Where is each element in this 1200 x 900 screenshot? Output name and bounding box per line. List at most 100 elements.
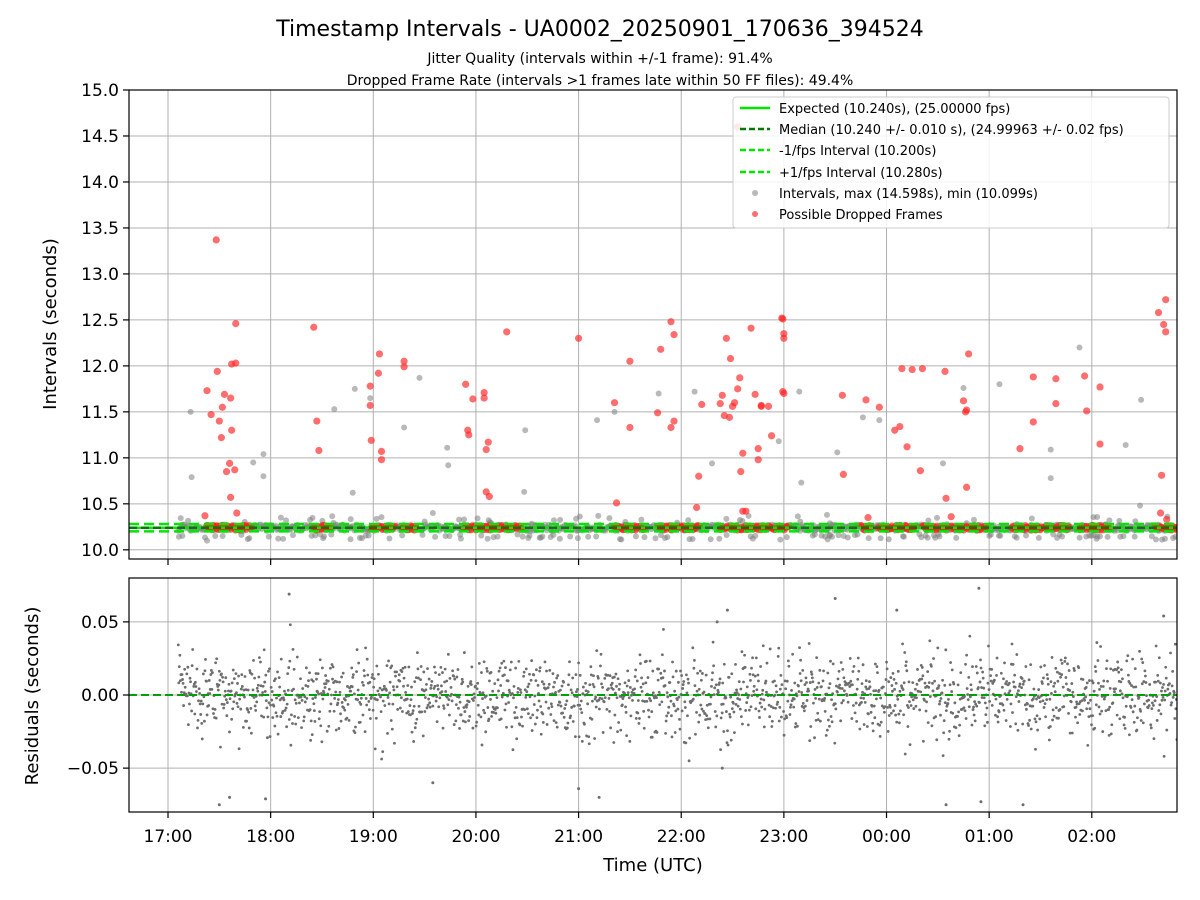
residual-point [875,697,878,701]
residual-point [414,721,418,725]
residual-point [892,678,896,681]
residual-point [452,723,456,726]
residual-point [637,722,641,725]
residual-point [1166,687,1170,691]
residual-point [625,734,629,738]
residual-point [1039,665,1043,669]
residual-point [1008,725,1012,728]
intervals-panel: 10.010.511.011.512.012.513.013.514.014.5… [40,81,1178,565]
residual-point [646,676,650,679]
residual-point [315,677,318,681]
residual-point [324,682,328,685]
residual-point [1088,707,1092,711]
residual-point [263,690,267,693]
residual-point [305,697,309,700]
residual-point [1048,697,1052,701]
residual-point [775,702,779,706]
dropped-frame-point [503,328,511,336]
residual-point [186,665,190,669]
residual-point [992,678,996,682]
residual-point [970,723,974,727]
residual-point [978,680,982,684]
residual-point [1107,708,1110,711]
residual-point [985,706,989,710]
interval-point [277,514,284,521]
residual-point [1119,680,1123,684]
residual-point [298,701,301,705]
residual-point [921,674,925,678]
x-tick-label: 02:00 [1067,827,1116,847]
residual-point [401,666,405,670]
residual-point [258,693,262,697]
dropped-frame-point [1163,515,1171,524]
residual-point [1086,701,1090,705]
interval-point [351,385,358,392]
dropped-frame-point [757,401,765,410]
residual-point [838,686,842,690]
interval-point [900,533,907,540]
residual-point [502,673,506,677]
residual-point [920,677,924,681]
residual-point [395,670,398,674]
residual-point [178,653,182,657]
residual-point [181,678,184,681]
residual-point [325,729,329,733]
residual-point [910,695,914,699]
residual-point [539,732,543,736]
interval-point [794,513,801,520]
residual-point [314,672,318,675]
residual-point [574,673,578,677]
residual-point [577,787,581,791]
residual-point [571,720,575,723]
residual-point [1020,686,1023,690]
dropped-frame-point [626,357,634,365]
residual-point [1160,698,1164,702]
dropped-frame-point [764,402,773,410]
residual-point [1159,712,1163,716]
residual-point [1130,698,1134,701]
residual-point [1012,680,1015,684]
residual-point [607,696,611,700]
residual-point [179,679,182,683]
residual-point [247,710,251,714]
residual-point [579,699,583,703]
residual-point [504,702,508,706]
residual-point [203,669,207,673]
residual-point [810,672,814,676]
residual-point [1104,709,1108,713]
residual-point [627,679,631,682]
residual-point [833,596,837,600]
residual-point [247,726,251,730]
residual-point [645,699,649,703]
residual-point [962,706,966,710]
dropped-frame-point [736,374,744,382]
residual-point [223,689,227,693]
residual-point [267,701,271,705]
residual-point [1024,665,1028,668]
residual-point [337,727,341,730]
residual-point [1001,703,1005,707]
residual-point [375,664,379,668]
residual-point [252,696,256,699]
residual-point [472,699,475,702]
residual-point [928,639,932,643]
interval-point [689,536,696,543]
residual-point [942,719,946,722]
residual-point [1092,689,1096,693]
residual-point [1081,709,1084,713]
residual-point [727,675,731,679]
residual-point [213,707,217,711]
residual-point [514,706,518,709]
residual-point [1131,657,1135,661]
residual-point [196,718,200,722]
residual-point [1069,700,1073,704]
residual-point [591,682,595,686]
dropped-frame-point [610,399,619,407]
residual-point [495,696,499,700]
residual-point [730,672,734,676]
residual-point [600,682,603,686]
residual-point [725,710,728,713]
residual-point [734,702,738,706]
interval-point [474,515,481,522]
residual-point [1113,690,1116,694]
